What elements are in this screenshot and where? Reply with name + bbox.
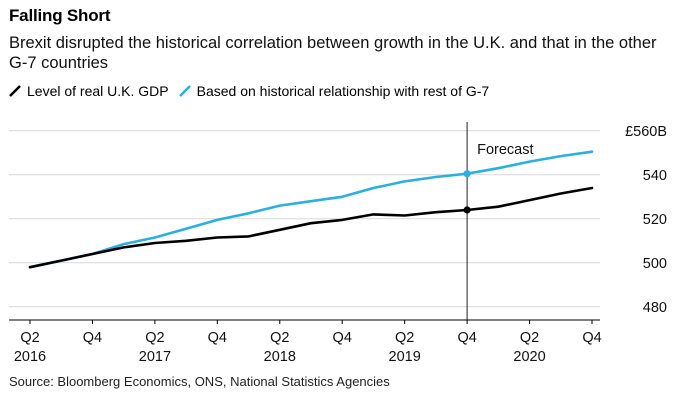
y-tick-label-560: £560B bbox=[625, 124, 667, 140]
x-tick-label-quarter-6: Q2 bbox=[395, 330, 414, 346]
y-axis-tick-labels: 480 500 520 540 £560B bbox=[625, 124, 667, 316]
y-tick-label-500: 500 bbox=[643, 256, 667, 272]
x-tick-label-year-2017: 2017 bbox=[139, 349, 171, 365]
x-tick-label-quarter-0: Q2 bbox=[20, 330, 39, 346]
x-tick-label-year-2019: 2019 bbox=[389, 349, 421, 365]
forecast-point-markers bbox=[463, 170, 471, 214]
series-line-g7-relationship bbox=[28, 150, 594, 269]
gridlines bbox=[9, 130, 600, 308]
forecast-point-g7-relationship bbox=[463, 170, 471, 178]
forecast-point-uk-gdp bbox=[463, 206, 471, 214]
legend: Level of real U.K. GDP Based on historic… bbox=[9, 83, 499, 99]
x-tick-label-quarter-8: Q2 bbox=[520, 330, 539, 346]
y-tick-label-520: 520 bbox=[643, 212, 667, 228]
legend-label-uk-gdp: Level of real U.K. GDP bbox=[27, 83, 169, 99]
series-lines bbox=[28, 150, 594, 269]
x-tick-label-year-2018: 2018 bbox=[264, 349, 296, 365]
legend-swatch-uk-gdp bbox=[9, 85, 21, 97]
legend-item-uk-gdp: Level of real U.K. GDP bbox=[9, 83, 169, 99]
x-tick-label-year-2016: 2016 bbox=[14, 349, 46, 365]
forecast-marker: Forecast bbox=[466, 122, 534, 320]
forecast-label: Forecast bbox=[477, 142, 533, 158]
x-axis-tick-labels: Q2 2016 Q4 Q2 2017 Q4 Q2 2018 Q4 Q2 2019 Q4 Q2 2020 Q4 bbox=[14, 320, 602, 365]
series-line-uk-gdp bbox=[28, 186, 594, 269]
legend-swatch-line-uk-gdp bbox=[9, 85, 21, 97]
legend-swatch-g7 bbox=[178, 85, 191, 97]
y-tick-label-540: 540 bbox=[643, 168, 667, 184]
legend-item-g7-relationship: Based on historical relationship with re… bbox=[178, 83, 490, 99]
chart-title: Falling Short bbox=[9, 6, 111, 25]
x-tick-label-quarter-1: Q4 bbox=[83, 330, 102, 346]
x-tick-label-quarter-7: Q4 bbox=[457, 330, 476, 346]
legend-label-g7: Based on historical relationship with re… bbox=[196, 83, 490, 99]
y-tick-label-480: 480 bbox=[643, 300, 667, 316]
x-tick-label-quarter-5: Q4 bbox=[333, 330, 352, 346]
x-tick-label-quarter-3: Q4 bbox=[208, 330, 227, 346]
chart-subtitle: Brexit disrupted the historical correlat… bbox=[9, 34, 657, 72]
source-note: Source: Bloomberg Economics, ONS, Nation… bbox=[9, 374, 390, 389]
legend-swatch-line-g7 bbox=[178, 85, 191, 97]
x-tick-label-quarter-4: Q2 bbox=[270, 330, 289, 346]
x-tick-label-quarter-9: Q4 bbox=[582, 330, 601, 346]
x-tick-label-quarter-2: Q2 bbox=[145, 330, 164, 346]
x-tick-label-year-2020: 2020 bbox=[513, 349, 545, 365]
